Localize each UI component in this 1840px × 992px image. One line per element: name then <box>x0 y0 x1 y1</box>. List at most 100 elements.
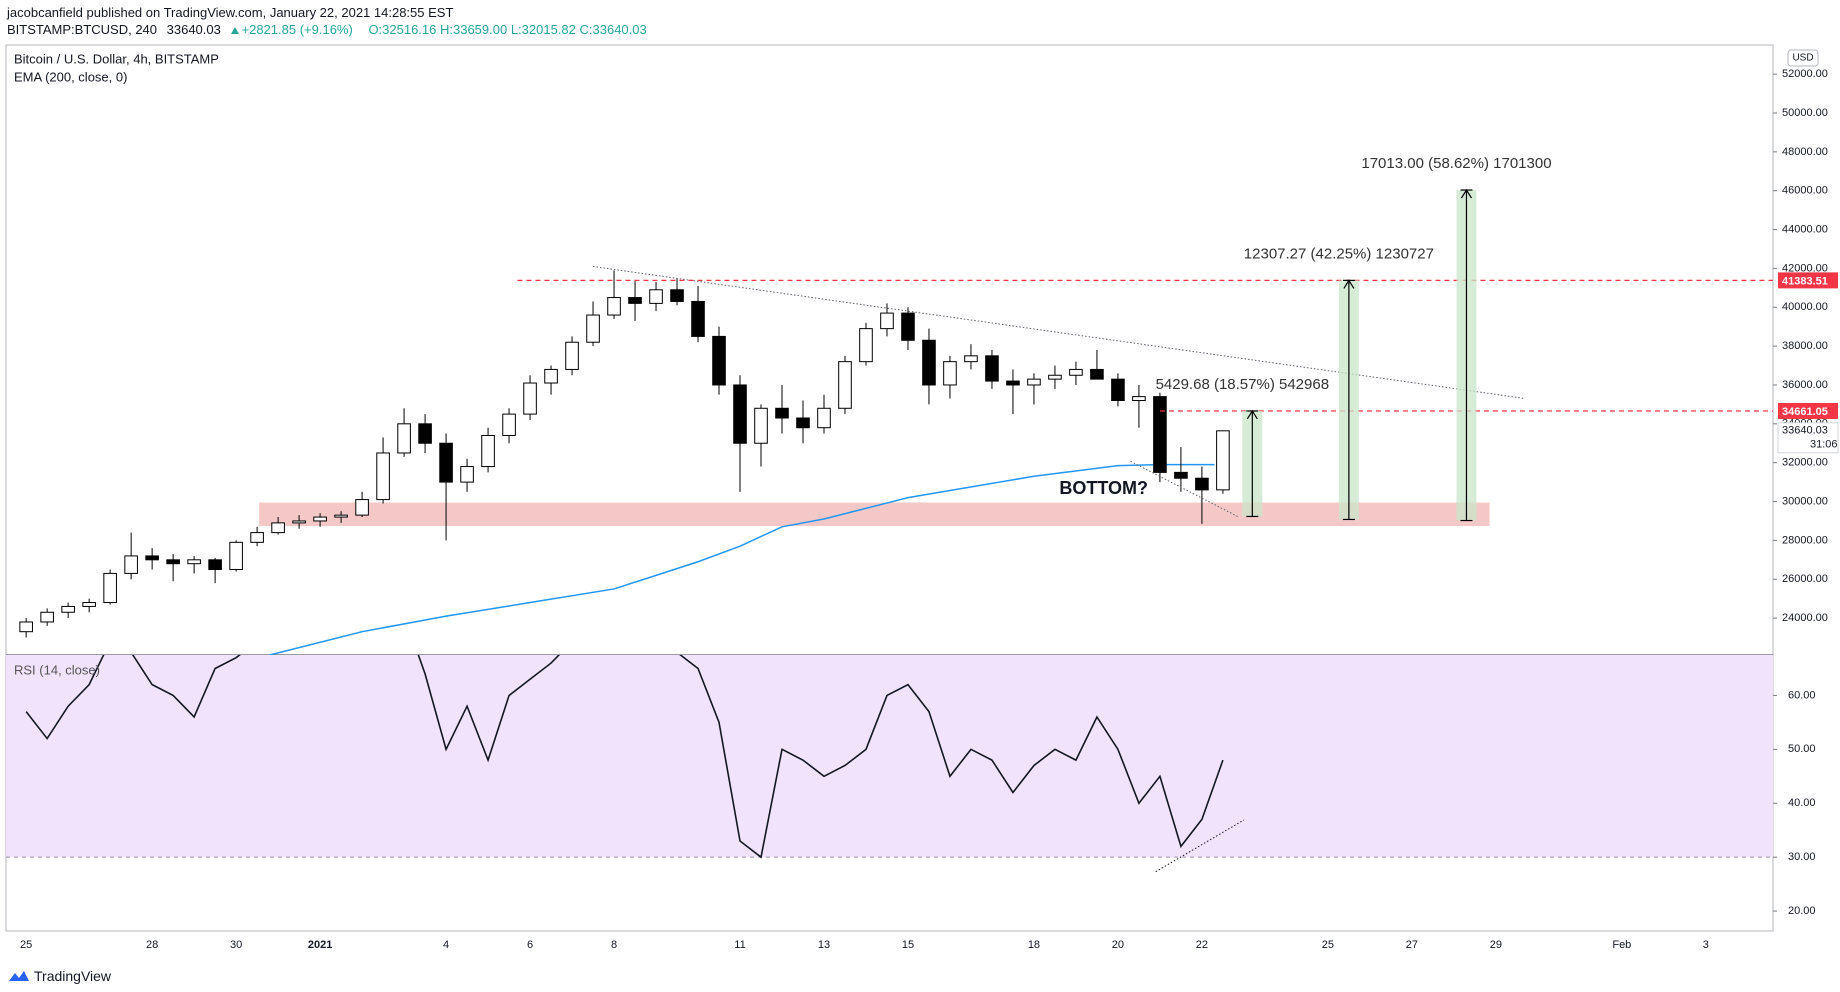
candle-body <box>292 520 306 524</box>
candle-body <box>1069 368 1083 376</box>
y-tick-label: 24000.00 <box>1782 612 1828 624</box>
x-tick-label: 22 <box>1196 939 1208 951</box>
symbol: BITSTAMP:BTCUSD, 240 <box>7 22 158 37</box>
level-label: 34661.05 <box>1782 406 1828 418</box>
x-tick-label: 8 <box>611 939 617 951</box>
candle-body <box>691 300 705 337</box>
candle-body <box>1111 378 1125 402</box>
currency: USD <box>1792 53 1813 64</box>
rsi-line <box>25 655 1224 859</box>
candle-body <box>586 314 600 343</box>
symbol-row: BITSTAMP:BTCUSD, 240 33640.03 +2821.85 (… <box>7 21 653 38</box>
x-tick-label: 11 <box>734 939 745 951</box>
last-price-bg <box>1777 422 1839 454</box>
ema-legend: EMA (200, close, 0) <box>14 69 127 84</box>
x-tick-label: Feb <box>1612 939 1631 951</box>
candle-body <box>481 434 495 468</box>
rsi-tick-label: 30.00 <box>1788 851 1816 863</box>
candle-body <box>397 423 411 454</box>
candle-body <box>82 602 96 607</box>
candle-body <box>838 361 852 409</box>
candle-body <box>943 361 957 386</box>
publisher: jacobcanfield published on TradingView.c… <box>7 4 653 21</box>
candle-body <box>775 407 789 419</box>
header: jacobcanfield published on TradingView.c… <box>7 4 653 38</box>
x-tick-label: 4 <box>443 939 449 951</box>
candle-body <box>922 339 936 386</box>
y-tick-label: 52000.00 <box>1782 68 1828 80</box>
x-tick-label: 13 <box>818 939 830 951</box>
currency-box <box>1787 49 1819 67</box>
x-tick-label: 25 <box>1322 939 1334 951</box>
measure-label: 5429.68 (18.57%) 542968 <box>1156 376 1329 393</box>
last-price: 33640.03 <box>166 22 221 37</box>
level-label-bg <box>1778 402 1838 419</box>
countdown: 31:06 <box>1810 439 1838 451</box>
candle-body <box>418 423 432 444</box>
candle-body <box>124 555 138 574</box>
candle-body <box>880 312 894 330</box>
rsi-tick-label: 50.00 <box>1788 743 1816 755</box>
candle-body <box>544 368 558 384</box>
support-zone <box>259 502 1490 527</box>
y-tick-label: 28000.00 <box>1782 534 1828 546</box>
rsi-tick-label: 20.00 <box>1788 905 1816 917</box>
arrow-head <box>1246 409 1258 420</box>
y-tick-label: 44000.00 <box>1782 223 1828 235</box>
y-tick-label: 38000.00 <box>1782 340 1828 352</box>
x-tick-label: 29 <box>1490 939 1502 951</box>
candle-body <box>628 297 642 304</box>
candle-body <box>250 532 264 543</box>
candle-body <box>355 499 369 516</box>
x-tick-label: 2021 <box>308 939 332 951</box>
x-tick-label: 20 <box>1112 939 1124 951</box>
candle-body <box>649 289 663 304</box>
candle-body <box>1174 471 1188 479</box>
candle-body <box>19 621 33 633</box>
main-legend: Bitcoin / U.S. Dollar, 4h, BITSTAMP <box>14 51 219 66</box>
candle-body <box>502 413 516 436</box>
brand: TradingView <box>34 968 112 984</box>
y-tick-label: 36000.00 <box>1782 379 1828 391</box>
ema-line <box>269 463 1215 655</box>
candle-body <box>1048 374 1062 380</box>
x-tick-label: 30 <box>230 939 242 951</box>
candle-body <box>523 382 537 415</box>
candle-body <box>103 572 117 604</box>
candle-body <box>1216 430 1230 491</box>
level-label: 41383.51 <box>1782 275 1828 287</box>
candle-body <box>229 541 243 571</box>
trendline <box>1130 460 1238 517</box>
change-text: +2821.85 (+9.16%) <box>241 22 353 37</box>
candle-body <box>754 407 768 444</box>
y-tick-label: 48000.00 <box>1782 146 1828 158</box>
rsi-band <box>6 655 1773 858</box>
rsi-tick-label: 60.00 <box>1788 689 1816 701</box>
measure-label: 12307.27 (42.25%) 1230727 <box>1244 245 1434 262</box>
ohlc: O:32516.16 H:33659.00 L:32015.82 C:33640… <box>368 22 647 37</box>
level-label-bg <box>1778 272 1838 289</box>
candle-body <box>460 466 474 483</box>
candle-body <box>40 611 54 623</box>
y-tick-label: 46000.00 <box>1782 185 1828 197</box>
y-tick-label: 30000.00 <box>1782 495 1828 507</box>
x-tick-label: 6 <box>527 939 533 951</box>
publisher-text: jacobcanfield published on TradingView.c… <box>7 5 454 20</box>
candle-body <box>1132 396 1146 402</box>
x-tick-label: 28 <box>146 939 158 951</box>
up-arrow <box>230 27 239 34</box>
arrow-head <box>1343 279 1355 289</box>
candle-body <box>901 312 915 341</box>
y-tick-label: 42000.00 <box>1782 262 1828 274</box>
x-tick-label: 27 <box>1406 939 1418 951</box>
candle-body <box>985 355 999 382</box>
measure-label: 17013.00 (58.62%) 1701300 <box>1361 155 1551 172</box>
rsi-legend: RSI (14, close) <box>14 662 100 677</box>
annotation: BOTTOM? <box>1059 478 1148 498</box>
candle-body <box>859 328 873 363</box>
candle-body <box>1090 368 1104 380</box>
candle-body <box>1153 396 1167 473</box>
rsi-trendline <box>1155 819 1245 873</box>
